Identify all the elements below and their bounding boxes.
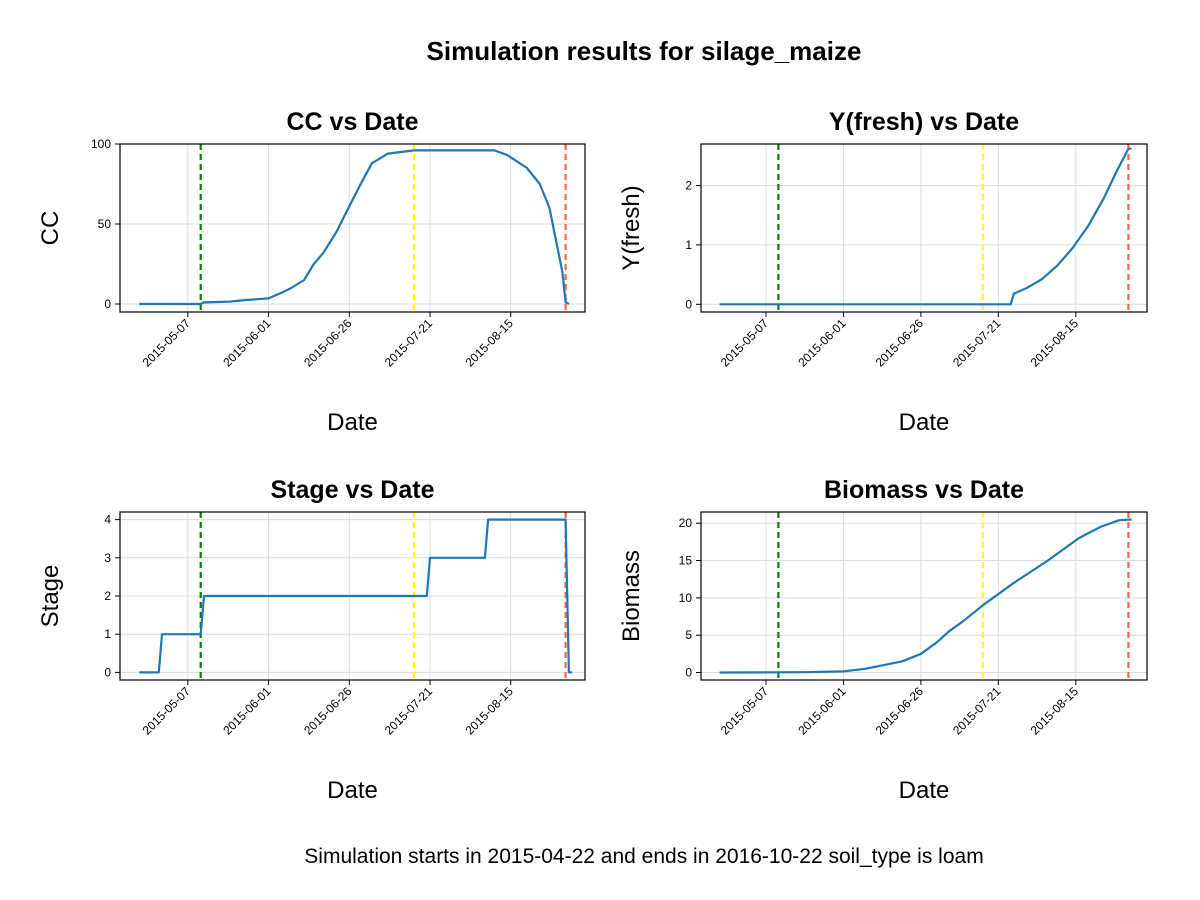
y-tick-label: 100 [91, 137, 111, 151]
x-tick-label: 2015-06-01 [220, 316, 274, 370]
y-tick-label: 10 [679, 591, 693, 605]
grid [120, 143, 585, 312]
y-tick-label: 20 [679, 516, 693, 530]
y-tick-label: 15 [679, 554, 693, 568]
x-axis-label: Date [327, 777, 378, 804]
panel-title: Stage vs Date [271, 476, 435, 504]
x-tick-label: 2015-08-15 [1028, 684, 1082, 738]
plot-frame [700, 143, 1148, 313]
x-tick-label: 2015-06-01 [795, 316, 849, 370]
panel-title: Biomass vs Date [824, 476, 1024, 504]
x-tick-label: 2015-07-21 [950, 684, 1004, 738]
series-line [719, 147, 1132, 306]
x-tick-label: 2015-05-07 [718, 316, 772, 370]
x-tick-label: 2015-07-21 [382, 684, 436, 738]
y-tick-label: 1 [104, 627, 111, 641]
y-tick-label: 0 [685, 666, 692, 680]
panel-2: 0 1 2 2015-05-07 2015-06-01 2015-06-26 2015-07… [618, 108, 1148, 436]
y-tick-label: 3 [104, 551, 111, 565]
series-line [719, 518, 1132, 674]
x-tick-label: 2015-06-26 [301, 316, 355, 370]
x-tick-label: 2015-08-15 [463, 316, 517, 370]
x-tick-label: 2015-05-07 [140, 316, 194, 370]
y-tick-label: 2 [104, 589, 111, 603]
x-tick-label: 2015-07-21 [382, 316, 436, 370]
y-tick-label: 0 [685, 297, 692, 311]
x-tick-label: 2015-06-26 [873, 316, 927, 370]
y-axis-label: Y(fresh) [618, 185, 645, 270]
x-axis-label: Date [899, 777, 950, 804]
x-tick-label: 2015-08-15 [1028, 316, 1082, 370]
y-tick-label: 0 [104, 665, 111, 679]
y-axis-label: Stage [37, 565, 64, 628]
y-tick-label: 0 [104, 297, 111, 311]
y-axis-label: CC [37, 211, 64, 246]
x-tick-label: 2015-06-26 [873, 684, 927, 738]
x-tick-label: 2015-06-01 [220, 684, 274, 738]
grid [701, 144, 1147, 312]
series-line [139, 149, 570, 306]
panel-1: 0 50 100 2015-05-07 2015-06-01 2015-06-26 2015… [37, 108, 586, 436]
x-tick-label: 2015-05-07 [140, 684, 194, 738]
x-tick-label: 2015-06-01 [795, 684, 849, 738]
panel-3: 0 1 2 3 4 2015-05-07 2015-06-01 2015-06-26 2015-… [37, 476, 586, 804]
x-tick-label: 2015-08-15 [463, 684, 517, 738]
x-tick-label: 2015-07-21 [950, 316, 1004, 370]
y-tick-label: 4 [104, 513, 111, 527]
plot-frame [119, 143, 586, 313]
x-axis-label: Date [327, 409, 378, 436]
y-axis-label: Biomass [618, 550, 645, 642]
series-line [139, 518, 573, 674]
y-tick-label: 5 [685, 628, 692, 642]
y-tick-label: 50 [98, 217, 112, 231]
panel-title: CC vs Date [287, 108, 419, 136]
x-tick-label: 2015-06-26 [301, 684, 355, 738]
panel-title: Y(fresh) vs Date [829, 108, 1019, 136]
plot-frame [700, 511, 1148, 681]
x-axis-label: Date [899, 409, 950, 436]
figure-title: Simulation results for silage_maize [427, 36, 862, 66]
y-tick-label: 2 [685, 179, 692, 193]
figure-caption: Simulation starts in 2015-04-22 and ends… [304, 845, 983, 868]
y-tick-label: 1 [685, 238, 692, 252]
panel-4: 0 5 10 15 20 2015-05-07 2015-06-01 2015-06-26 20… [618, 476, 1148, 804]
x-tick-label: 2015-05-07 [718, 684, 772, 738]
